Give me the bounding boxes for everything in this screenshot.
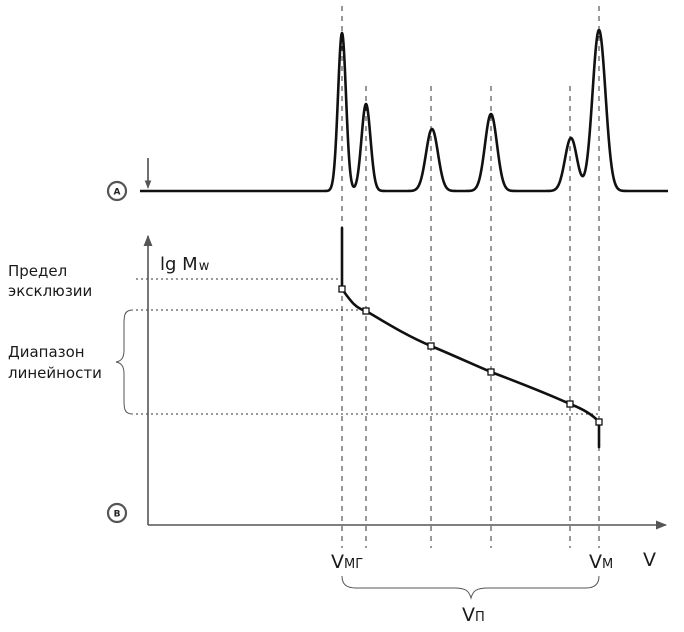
calibration-point (338, 285, 346, 293)
y-axis-label: lg Mw (160, 254, 210, 275)
exclusion-limit-label-line2: эксклюзии (8, 282, 92, 300)
calibration-curve (338, 226, 603, 449)
marker-a-circle-icon (106, 180, 128, 202)
vertical-guides (341, 6, 600, 548)
v-mg-label: VМГ (331, 551, 363, 573)
marker-a-label: A (114, 188, 121, 198)
x-axis-label: V (643, 549, 656, 571)
horizontal-guides (136, 278, 599, 415)
calibration-point (427, 342, 435, 350)
calibration-point (566, 400, 574, 408)
linear-range-label-line1: Диапазон (8, 343, 85, 361)
linear-range-label-line2: линейности (8, 364, 102, 382)
calibration-point (487, 368, 495, 376)
calibration-point (595, 418, 603, 426)
exclusion-limit-label-line1: Предел (8, 262, 67, 280)
v-p-label: VП (462, 604, 485, 626)
calibration-axes (143, 234, 668, 530)
marker-b-circle-icon (106, 502, 128, 524)
marker-b-label: B (114, 510, 121, 520)
marker-a-badge: A (106, 180, 128, 202)
vp-brace (341, 575, 600, 600)
curve-main-segment (340, 287, 601, 424)
linear-range-brace (115, 309, 134, 415)
chromatogram-trace (139, 28, 669, 193)
v-m-label: VМ (589, 551, 613, 573)
calibration-point (362, 307, 370, 315)
marker-b-badge: B (106, 502, 128, 524)
